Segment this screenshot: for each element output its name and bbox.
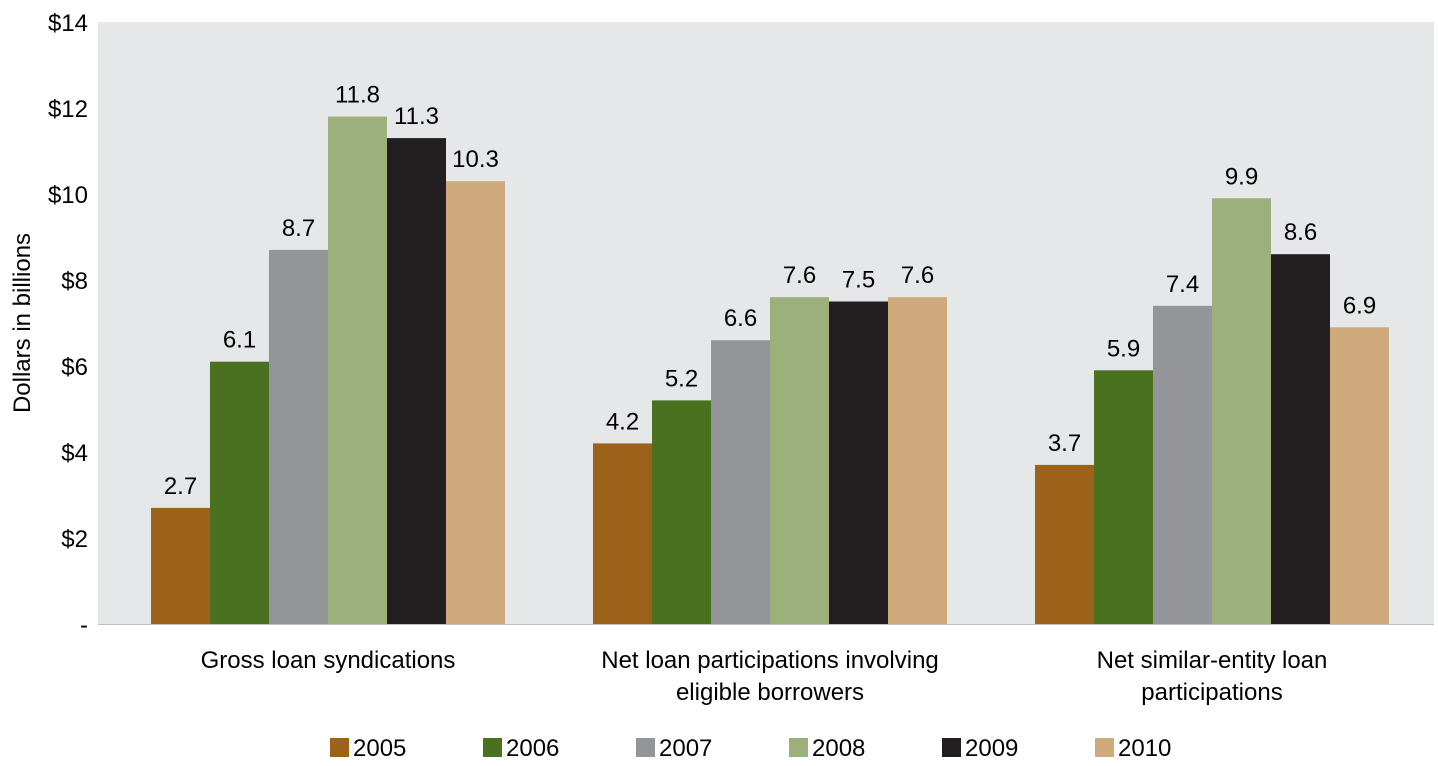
legend-swatch-2008 [789, 738, 808, 757]
data-label: 7.6 [901, 262, 934, 289]
category-labels: Gross loan syndications Net loan particip… [201, 647, 1328, 706]
y-tick-label: $6 [61, 354, 88, 381]
y-tick-label: $10 [48, 182, 88, 209]
legend-label-2008: 2008 [812, 735, 865, 761]
legend-swatch-2009 [942, 738, 961, 757]
bar-2007-3 [1153, 305, 1212, 624]
data-label: 11.3 [394, 103, 439, 130]
data-label: 11.8 [335, 82, 380, 109]
data-label: 7.4 [1166, 271, 1199, 298]
data-label: 6.6 [724, 305, 757, 332]
legend: 2005 2006 2007 2008 2009 2010 [330, 735, 1171, 762]
bar-2008-2 [770, 297, 829, 624]
category-label: Gross loan syndications [201, 647, 456, 674]
y-tick-label: $14 [48, 10, 88, 37]
y-tick-label: $2 [61, 526, 88, 553]
legend-swatch-2006 [483, 738, 502, 757]
category-label: eligible borrowers [676, 679, 864, 706]
y-tick-label: - [80, 612, 88, 639]
legend-label-2005: 2005 [353, 735, 406, 761]
legend-label-2007: 2007 [659, 735, 712, 761]
y-tick-label: $12 [48, 96, 88, 123]
data-label: 10.3 [452, 146, 499, 173]
bar-2007-1 [269, 249, 328, 624]
data-label: 8.7 [282, 215, 315, 242]
data-label: 3.7 [1048, 430, 1081, 457]
data-label: 2.7 [164, 473, 197, 500]
bar-2006-3 [1094, 370, 1153, 624]
legend-label-2006: 2006 [506, 735, 559, 761]
y-tick-label: $4 [61, 440, 88, 467]
bar-2010-1 [446, 181, 505, 624]
category-label: participations [1141, 679, 1282, 706]
bar-2007-2 [711, 340, 770, 624]
data-label: 4.2 [606, 408, 639, 435]
data-label: 6.9 [1343, 292, 1376, 319]
y-axis-title: Dollars in billions [9, 233, 36, 413]
data-label: 9.9 [1225, 163, 1258, 190]
legend-label-2010: 2010 [1118, 735, 1171, 761]
legend-swatch-2010 [1095, 738, 1114, 757]
category-label: Net similar-entity loan [1097, 647, 1328, 674]
bar-2009-3 [1271, 254, 1330, 624]
bar-2008-3 [1212, 198, 1271, 625]
bar-2006-1 [210, 361, 269, 624]
bar-2005-2 [593, 443, 652, 624]
bar-2009-1 [387, 138, 446, 624]
data-label: 7.5 [842, 267, 875, 294]
data-label: 5.9 [1107, 335, 1140, 362]
bar-2006-2 [652, 400, 711, 624]
bar-2005-1 [151, 507, 210, 624]
bar-2005-3 [1035, 464, 1094, 624]
bar-2010-3 [1330, 327, 1389, 624]
legend-swatch-2007 [636, 738, 655, 757]
data-labels: 2.7 4.2 3.7 6.1 5.2 5.9 8.7 6.6 7.4 11.8 7.6 9.9 11.… [164, 82, 1376, 500]
data-label: 6.1 [223, 327, 256, 354]
data-label: 7.6 [783, 262, 816, 289]
data-label: 5.2 [665, 365, 698, 392]
category-label: Net loan participations involving [601, 647, 939, 674]
legend-swatch-2005 [330, 738, 349, 757]
data-label: 8.6 [1284, 219, 1317, 246]
legend-label-2009: 2009 [965, 735, 1018, 761]
bar-2008-1 [328, 116, 387, 624]
bar-2009-2 [829, 301, 888, 624]
bar-2010-2 [888, 297, 947, 624]
y-axis: - $2 $4 $6 $8 $10 $12 $14 [48, 10, 1434, 639]
bars [151, 116, 1389, 625]
y-tick-label: $8 [61, 268, 88, 295]
